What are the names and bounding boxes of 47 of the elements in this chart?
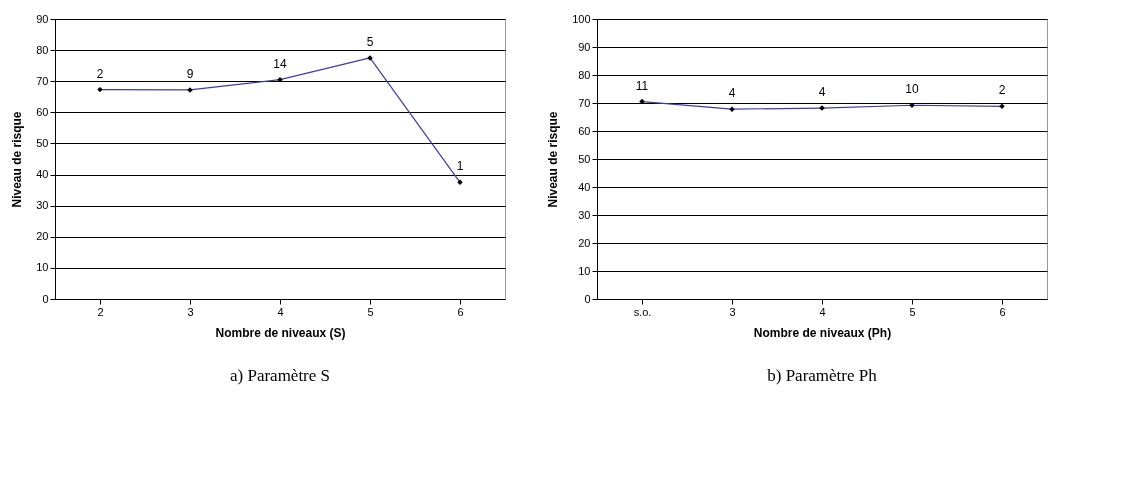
y-tick-label: 20 xyxy=(578,236,591,249)
y-tick-label: 100 xyxy=(572,12,591,25)
annotation: 4 xyxy=(818,85,826,100)
x-axis-title: Nombre de niveaux (Ph) xyxy=(753,325,892,340)
y-tick-label: 80 xyxy=(578,68,591,81)
x-tick-label: 2 xyxy=(97,305,104,318)
annotation: 2 xyxy=(96,66,104,81)
y-tick-label: 80 xyxy=(36,43,49,56)
y-tick-label: 40 xyxy=(36,168,49,181)
y-tick-label: 50 xyxy=(578,152,591,165)
y-axis-title: Niveau de risque xyxy=(546,111,561,208)
x-tick-label: 6 xyxy=(457,305,464,318)
y-tick-label: 0 xyxy=(42,292,49,305)
annotation: 11 xyxy=(635,78,649,93)
y-tick-label: 0 xyxy=(584,292,591,305)
y-tick-label: 70 xyxy=(578,96,591,109)
x-tick-label: 3 xyxy=(187,305,194,318)
y-axis-title: Niveau de risque xyxy=(10,111,25,208)
y-tick-label: 30 xyxy=(36,199,49,212)
annotation: 14 xyxy=(273,56,287,71)
x-tick-label: 4 xyxy=(277,305,284,318)
annotation: 2 xyxy=(998,83,1006,98)
annotation: 9 xyxy=(186,66,194,81)
x-axis-title: Nombre de niveaux (S) xyxy=(215,325,346,340)
x-tick-label: 6 xyxy=(999,305,1006,318)
x-tick-label: s.o. xyxy=(633,305,652,318)
y-tick-label: 30 xyxy=(578,208,591,221)
x-tick-label: 5 xyxy=(367,305,374,318)
y-tick-label: 90 xyxy=(578,40,591,53)
text: b) Paramètre Ph xyxy=(767,366,878,385)
annotation: 4 xyxy=(728,86,736,101)
y-tick-label: 70 xyxy=(36,74,49,87)
annotation: 1 xyxy=(456,159,464,174)
annotation: 5 xyxy=(366,34,374,49)
y-tick-label: 60 xyxy=(36,105,49,118)
x-tick-label: 5 xyxy=(909,305,916,318)
y-tick-label: 20 xyxy=(36,230,49,243)
text: a) Paramètre S xyxy=(229,366,331,385)
x-tick-label: 4 xyxy=(819,305,826,318)
y-tick-label: 60 xyxy=(578,124,591,137)
y-tick-label: 10 xyxy=(36,261,49,274)
y-tick-label: 10 xyxy=(578,264,591,277)
x-tick-label: 3 xyxy=(729,305,736,318)
y-tick-label: 50 xyxy=(36,136,49,149)
y-tick-label: 40 xyxy=(578,180,591,193)
y-tick-label: 90 xyxy=(36,12,49,25)
annotation: 10 xyxy=(905,82,919,97)
